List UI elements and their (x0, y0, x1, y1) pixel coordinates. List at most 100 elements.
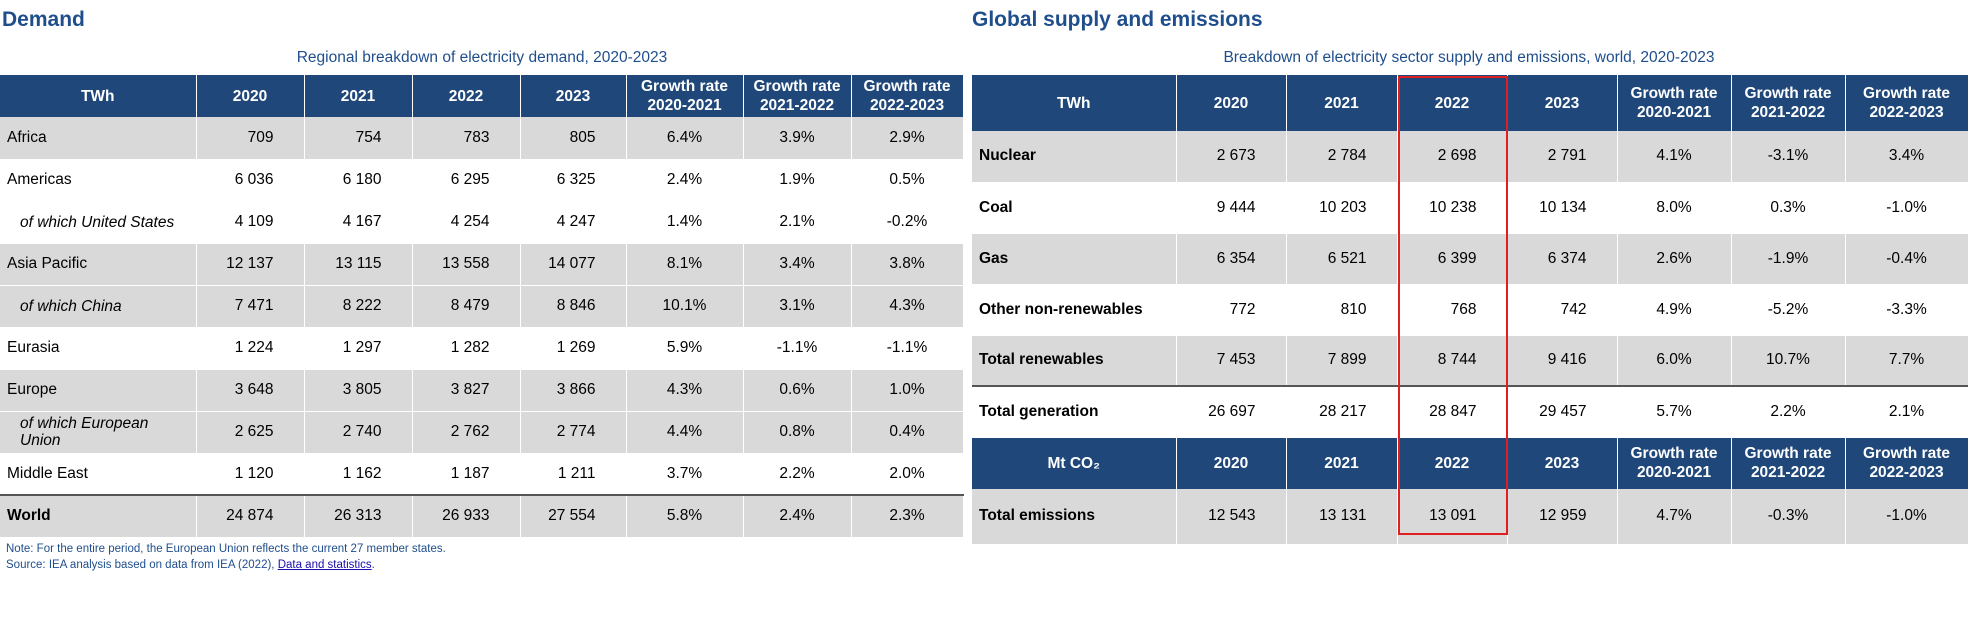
value-cell: 12 543 (1176, 488, 1287, 545)
header-growth-2021-2022: Growth rate 2021-2022 (743, 75, 852, 117)
header-2021: 2021 (1286, 75, 1398, 131)
demand-table: TWh 2020 2021 2022 2023 Growth rate 2020… (0, 75, 964, 538)
emissions-header-cell: Growth rate 2021-2022 (1731, 437, 1846, 489)
demand-title: Demand (2, 8, 85, 31)
emissions-header-cell: 2022 (1397, 437, 1508, 489)
value-cell: 4 109 (196, 201, 305, 244)
growth-cell: 3.9% (743, 117, 852, 160)
value-cell: 12 959 (1507, 488, 1618, 545)
supply-row-gas: Gas 6 354 6 521 6 399 6 374 2.6% -1.9% -0.4% (972, 233, 1968, 285)
growth-cell: 2.1% (1845, 385, 1968, 438)
data-and-statistics-link[interactable]: Data and statistics (277, 559, 372, 571)
value-cell: 2 673 (1176, 131, 1287, 183)
demand-row-europe: Europe 3 648 3 805 3 827 3 866 4.3% 0.6% 1.0% (0, 369, 964, 412)
header-2020: 2020 (196, 75, 305, 117)
source-suffix: . (371, 559, 375, 571)
value-cell: 805 (520, 117, 627, 160)
row-label: Gas (972, 233, 1177, 285)
emissions-header-row: Mt CO₂ 2020 2021 2022 2023 Growth rate 2020-2… (972, 437, 1968, 489)
value-cell: 9 444 (1176, 182, 1287, 234)
value-cell: 1 162 (304, 453, 413, 496)
value-cell: 2 740 (304, 411, 413, 454)
value-cell: 2 784 (1286, 131, 1398, 183)
value-cell: 4 247 (520, 201, 627, 244)
value-cell: 783 (412, 117, 521, 160)
value-cell: 2 698 (1397, 131, 1508, 183)
value-cell: 6 295 (412, 159, 521, 202)
supply-row-other-non-renewables: Other non-renewables 772 810 768 742 4.9% -5.2… (972, 284, 1968, 336)
row-label: World (0, 494, 197, 538)
growth-cell: 4.7% (1617, 488, 1732, 545)
supply-title: Global supply and emissions (972, 8, 1263, 31)
growth-cell: -1.1% (851, 327, 964, 370)
header-growth-2020-2021: Growth rate 2020-2021 (1617, 75, 1732, 131)
supply-row-total-generation: Total generation 26 697 28 217 28 847 29 457… (972, 385, 1968, 438)
value-cell: 810 (1286, 284, 1398, 336)
emissions-header-cell: 2021 (1286, 437, 1398, 489)
growth-cell: -0.4% (1845, 233, 1968, 285)
growth-cell: -1.0% (1845, 182, 1968, 234)
growth-cell: -0.3% (1731, 488, 1846, 545)
header-growth-2021-2022: Growth rate 2021-2022 (1731, 75, 1846, 131)
value-cell: 14 077 (520, 243, 627, 286)
value-cell: 1 187 (412, 453, 521, 496)
value-cell: 3 827 (412, 369, 521, 412)
growth-cell: 5.7% (1617, 385, 1732, 438)
value-cell: 1 211 (520, 453, 627, 496)
value-cell: 28 217 (1286, 385, 1398, 438)
growth-cell: -1.1% (743, 327, 852, 370)
growth-cell: 3.7% (626, 453, 744, 496)
value-cell: 754 (304, 117, 413, 160)
row-label: Other non-renewables (972, 284, 1177, 336)
value-cell: 26 933 (412, 494, 521, 538)
value-cell: 6 399 (1397, 233, 1508, 285)
growth-cell: 2.4% (743, 494, 852, 538)
value-cell: 9 416 (1507, 335, 1618, 387)
growth-cell: -5.2% (1731, 284, 1846, 336)
value-cell: 2 791 (1507, 131, 1618, 183)
value-cell: 24 874 (196, 494, 305, 538)
demand-row-of-which-china: of which China 7 471 8 222 8 479 8 846 10.1% 3… (0, 285, 964, 328)
demand-row-of-which-united-states: of which United States 4 109 4 167 4 254 4 2… (0, 201, 964, 244)
value-cell: 1 224 (196, 327, 305, 370)
header-2022: 2022 (1397, 75, 1508, 131)
growth-cell: 1.0% (851, 369, 964, 412)
supply-row-nuclear: Nuclear 2 673 2 784 2 698 2 791 4.1% -3.1% 3.4% (972, 131, 1968, 183)
value-cell: 1 282 (412, 327, 521, 370)
value-cell: 26 697 (1176, 385, 1287, 438)
row-label: Europe (0, 369, 197, 412)
header-growth-2022-2023: Growth rate 2022-2023 (851, 75, 964, 117)
demand-row-eurasia: Eurasia 1 224 1 297 1 282 1 269 5.9% -1.1% -1.1… (0, 327, 964, 370)
growth-cell: 4.3% (851, 285, 964, 328)
growth-cell: -1.9% (1731, 233, 1846, 285)
value-cell: 8 222 (304, 285, 413, 328)
growth-cell: 2.1% (743, 201, 852, 244)
header-unit: TWh (0, 75, 197, 117)
demand-row-of-which-european-union: of which European Union 2 625 2 740 2 762 2 … (0, 411, 964, 454)
header-2021: 2021 (304, 75, 413, 117)
supply-caption: Breakdown of electricity sector supply a… (1223, 49, 1715, 66)
growth-cell: 5.9% (626, 327, 744, 370)
value-cell: 7 899 (1286, 335, 1398, 387)
growth-cell: 2.2% (743, 453, 852, 496)
growth-cell: 0.4% (851, 411, 964, 454)
value-cell: 8 479 (412, 285, 521, 328)
value-cell: 26 313 (304, 494, 413, 538)
value-cell: 1 269 (520, 327, 627, 370)
demand-row-world: World 24 874 26 313 26 933 27 554 5.8% 2.4% 2.3… (0, 494, 964, 538)
header-growth-2022-2023: Growth rate 2022-2023 (1845, 75, 1968, 131)
value-cell: 8 846 (520, 285, 627, 328)
row-label: of which European Union (0, 411, 197, 454)
value-cell: 772 (1176, 284, 1287, 336)
growth-cell: 2.3% (851, 494, 964, 538)
growth-cell: -3.1% (1731, 131, 1846, 183)
value-cell: 12 137 (196, 243, 305, 286)
growth-cell: 2.9% (851, 117, 964, 160)
value-cell: 768 (1397, 284, 1508, 336)
demand-row-americas: Americas 6 036 6 180 6 295 6 325 2.4% 1.9% 0.5% (0, 159, 964, 202)
value-cell: 27 554 (520, 494, 627, 538)
growth-cell: 0.6% (743, 369, 852, 412)
header-2022: 2022 (412, 75, 521, 117)
row-label: Americas (0, 159, 197, 202)
row-label: Africa (0, 117, 197, 160)
